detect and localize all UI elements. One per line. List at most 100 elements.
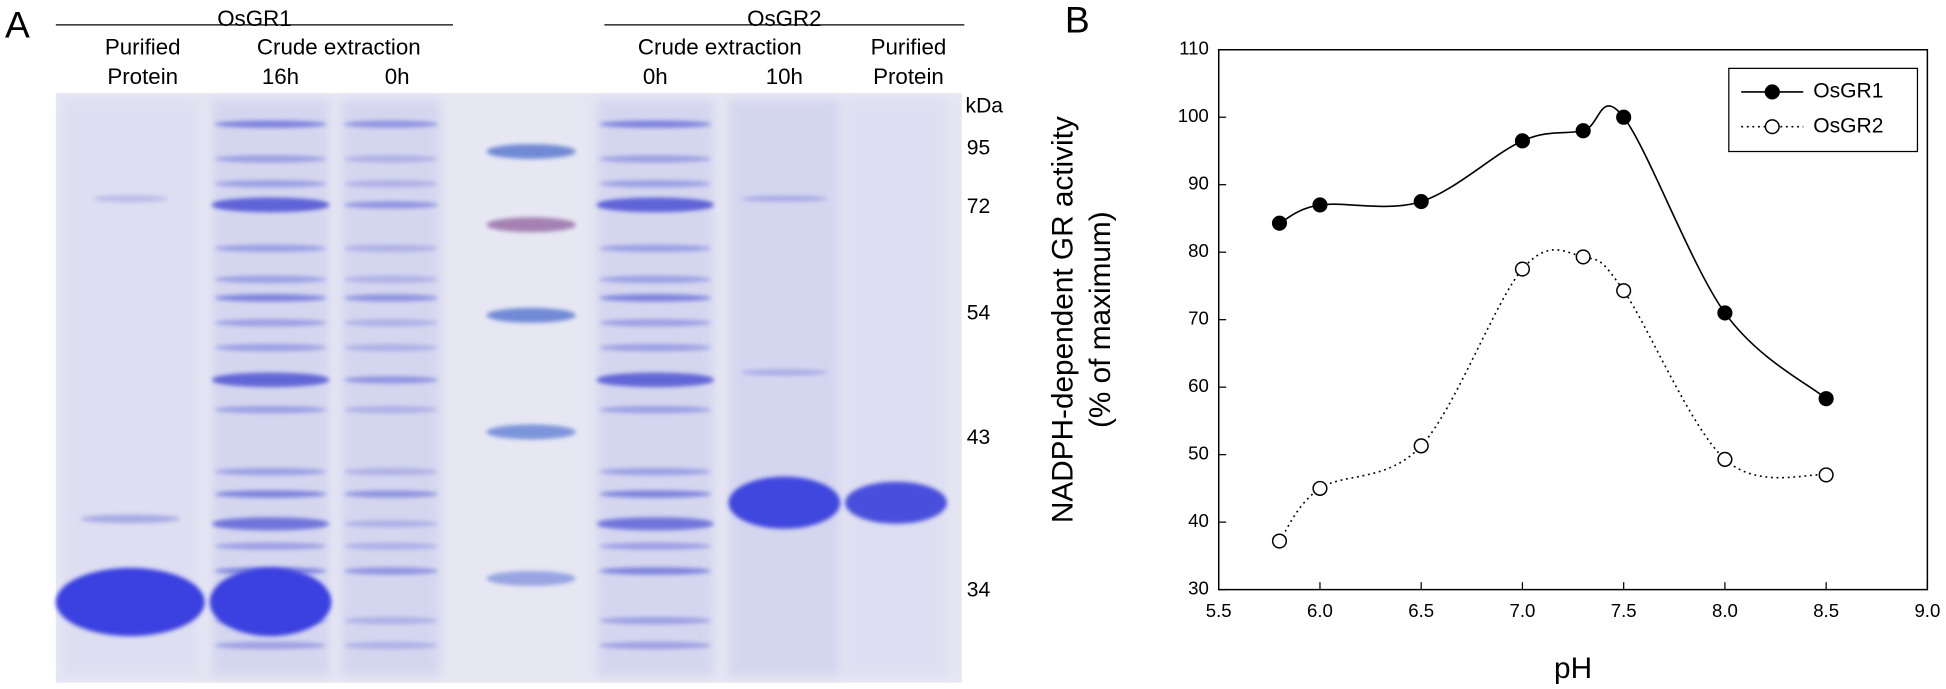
- data-point: [1818, 391, 1834, 407]
- gel-band: [343, 201, 439, 209]
- legend-label: OsGR1: [1813, 80, 1883, 103]
- panel-label: B: [1065, 0, 1090, 40]
- y-tick-label: 100: [1178, 105, 1209, 126]
- gel-band: [599, 120, 712, 128]
- y-tick-label: 30: [1188, 578, 1209, 599]
- gel-band: [214, 180, 327, 188]
- gel-band: [343, 180, 439, 188]
- legend-label: OsGR2: [1813, 114, 1883, 137]
- gel-band: [599, 405, 712, 414]
- gel-band: [93, 194, 168, 203]
- gel-band: [214, 343, 327, 352]
- marker-label: 43: [967, 426, 990, 449]
- gel-band: [486, 570, 576, 586]
- gel-band: [599, 490, 712, 498]
- y-axis-label: (% of maximum): [1084, 211, 1117, 428]
- y-tick-label: 70: [1188, 308, 1209, 329]
- x-tick-label: 6.5: [1408, 600, 1434, 621]
- x-tick-label: 9.0: [1914, 600, 1940, 621]
- y-tick-label: 60: [1188, 375, 1209, 396]
- gel-band: [728, 476, 841, 529]
- marker-label: 34: [967, 578, 991, 601]
- legend-marker: [1764, 84, 1780, 100]
- gel-band: [845, 481, 947, 524]
- x-tick-label: 8.0: [1712, 600, 1738, 621]
- gel-band: [211, 517, 330, 531]
- gel-band: [486, 144, 576, 159]
- gel-band: [214, 319, 327, 327]
- gel-band: [211, 197, 330, 213]
- gel-band: [214, 641, 327, 650]
- gel-band: [343, 542, 439, 550]
- gel-band: [214, 275, 327, 284]
- y-tick-label: 110: [1179, 38, 1209, 59]
- gel-band: [740, 369, 828, 376]
- gel-panel: [55, 93, 962, 683]
- y-tick-label: 90: [1188, 173, 1209, 194]
- gel-band: [343, 520, 439, 528]
- legend-marker: [1764, 119, 1780, 135]
- gel-band: [596, 517, 715, 531]
- y-tick-label: 80: [1188, 240, 1209, 261]
- lane-group-label: Crude extraction: [638, 34, 802, 59]
- gel-band: [599, 467, 712, 476]
- marker-label: 95: [967, 137, 990, 160]
- x-tick-label: 7.5: [1611, 600, 1637, 621]
- gel-band: [343, 319, 439, 327]
- y-axis-label: NADPH-dependent GR activity: [1047, 116, 1080, 523]
- gel-band: [596, 197, 715, 213]
- gel-band: [343, 490, 439, 498]
- y-tick-label: 40: [1188, 510, 1209, 531]
- gel-band: [343, 376, 439, 384]
- gel-band: [599, 542, 712, 550]
- legend-box: [1728, 67, 1919, 153]
- data-point: [1818, 467, 1834, 483]
- lane-label: Purified: [871, 34, 947, 59]
- gel-band: [486, 307, 576, 323]
- gel-band: [486, 424, 576, 440]
- marker-label: 72: [967, 195, 990, 218]
- gel-band: [80, 514, 180, 524]
- x-tick-label: 8.5: [1813, 600, 1839, 621]
- data-point: [1717, 451, 1733, 467]
- gel-band: [343, 616, 439, 625]
- lane-label: 10h: [766, 64, 803, 89]
- x-tick-label: 6.0: [1307, 600, 1333, 621]
- gel-band: [599, 180, 712, 188]
- gel-band: [214, 467, 327, 476]
- gel-band: [599, 155, 712, 163]
- lane-label: 16h: [262, 64, 299, 89]
- gel-band: [599, 275, 712, 284]
- gel-band: [343, 155, 439, 163]
- gel-band: [599, 567, 712, 575]
- gel-band: [211, 372, 330, 388]
- lane-label: 0h: [385, 64, 410, 89]
- data-point: [1271, 533, 1288, 549]
- gel-band: [343, 120, 439, 128]
- gel-band: [343, 275, 439, 284]
- gel-band: [55, 567, 205, 637]
- gel-band: [343, 467, 439, 476]
- gel-band: [214, 155, 327, 163]
- x-axis-label: pH: [1554, 652, 1592, 685]
- gel-band: [343, 641, 439, 650]
- series-line: [1278, 249, 1827, 542]
- group-label: OsGR2: [747, 6, 821, 31]
- data-point: [1575, 123, 1591, 139]
- gel-band: [599, 616, 712, 625]
- data-point: [1271, 215, 1288, 231]
- lane-smear: [843, 99, 949, 677]
- data-point: [1575, 249, 1591, 265]
- gel-band: [343, 567, 439, 575]
- x-tick-label: 7.0: [1510, 600, 1536, 621]
- gel-band: [599, 343, 712, 352]
- gel-band: [214, 120, 327, 128]
- lane-label: 0h: [643, 64, 668, 89]
- group-label: OsGR1: [217, 6, 291, 31]
- lane-label: Purified: [105, 34, 181, 59]
- marker-label: 54: [967, 302, 991, 325]
- gel-band: [343, 343, 439, 352]
- data-point: [1413, 194, 1429, 210]
- gel-band: [343, 294, 439, 302]
